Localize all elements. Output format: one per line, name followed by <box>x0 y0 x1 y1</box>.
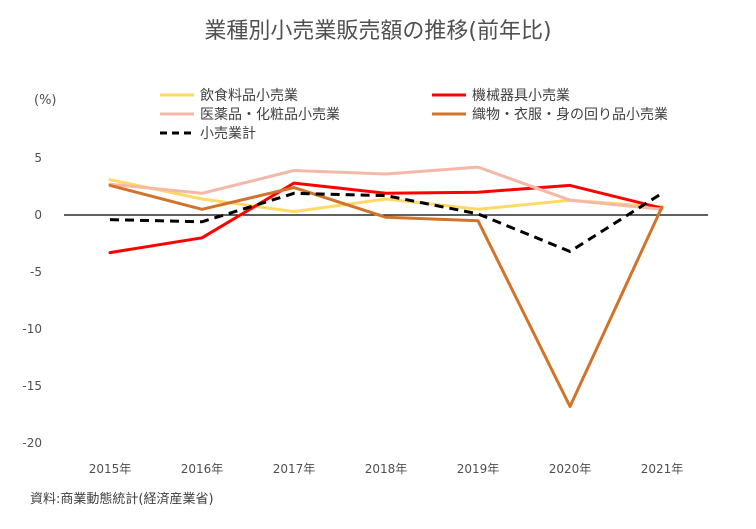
source-note: 資料:商業動態統計(経済産業省) <box>30 491 214 507</box>
legend-label: 医薬品・化粧品小売業 <box>200 107 340 123</box>
x-tick-label: 2016年 <box>181 462 224 476</box>
series-line-5 <box>109 191 663 253</box>
x-tick-label: 2021年 <box>641 462 684 476</box>
x-tick-label: 2020年 <box>549 462 592 476</box>
legend-label: 小売業計 <box>200 126 256 142</box>
y-axis-ticks: 5 0 -5 -10 -15 -20 <box>22 151 42 450</box>
y-tick-label: -20 <box>22 436 42 450</box>
series-lines <box>108 165 664 408</box>
chart-title: 業種別小売業販売額の推移(前年比) <box>204 19 551 44</box>
y-tick-label: 5 <box>34 151 42 165</box>
legend-label: 飲食料品小売業 <box>200 87 298 104</box>
y-tick-label: -5 <box>30 265 42 279</box>
x-tick-label: 2018年 <box>365 462 408 476</box>
x-tick-label: 2019年 <box>457 462 500 476</box>
series-line-4 <box>108 183 664 408</box>
x-tick-label: 2015年 <box>89 462 132 476</box>
y-tick-label: -15 <box>22 379 42 393</box>
legend-label: 織物・衣服・身の回り品小売業 <box>472 107 668 123</box>
x-tick-label: 2017年 <box>273 462 316 476</box>
series-line-2 <box>108 181 664 255</box>
x-axis-ticks: 2015年 2016年 2017年 2018年 2019年 2020年 2021年 <box>89 462 684 476</box>
y-tick-label: 0 <box>34 208 42 222</box>
y-axis-unit: (%) <box>34 93 57 108</box>
legend-label: 機械器具小売業 <box>472 88 570 104</box>
y-tick-label: -10 <box>22 322 42 336</box>
series-line-3 <box>108 165 664 211</box>
